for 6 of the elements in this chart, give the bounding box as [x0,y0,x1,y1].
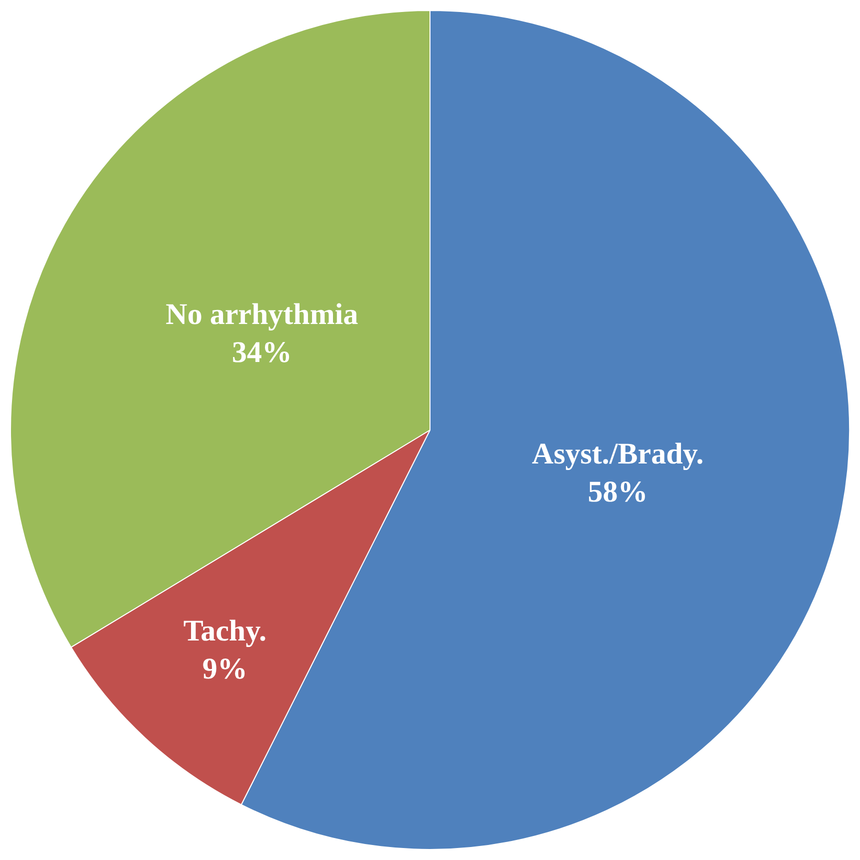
slice-label: No arrhythmia [166,298,358,332]
data-label: 9% [202,652,248,686]
data-label: 58% [588,475,648,508]
data-label: 34% [232,336,292,370]
slice-label: Asyst./Brady. [532,437,704,470]
slice-label: Tachy. [183,614,266,648]
